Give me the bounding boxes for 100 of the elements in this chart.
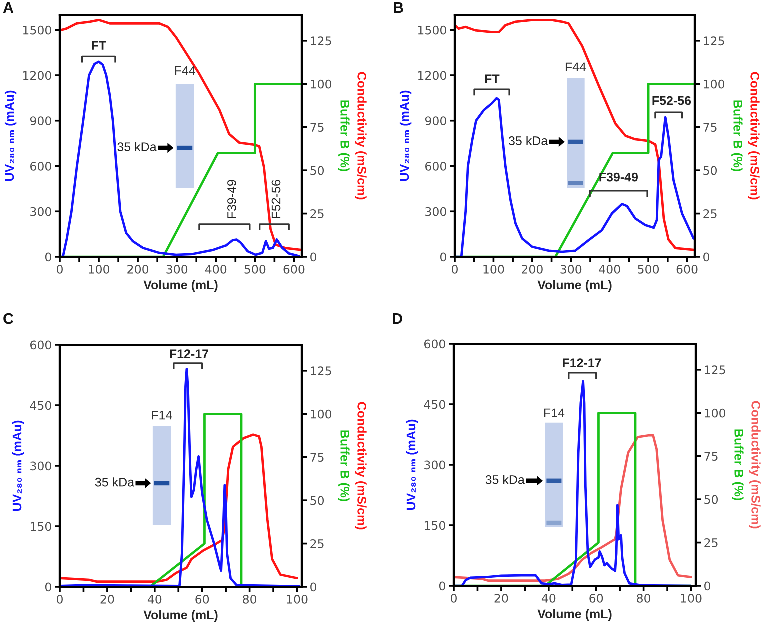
y2-axis-title: Conductivity (mS/cm) Buffer B (%) <box>732 401 761 529</box>
y-tick-label: 300 <box>426 207 446 216</box>
x-tick-label: 40 <box>542 594 556 603</box>
y-axis-title: UV₂₈₀ ₙₘ (mAu) <box>406 420 418 510</box>
x-tick-label: 200 <box>128 264 149 274</box>
annotation: F39-49 <box>600 172 638 182</box>
x-tick-label: 400 <box>599 264 620 274</box>
y-tick-label: 900 <box>30 116 52 126</box>
y-axis-title: UV₂₈₀ ₙₘ (mAu) <box>400 90 412 181</box>
y-tick-label: 600 <box>424 340 446 349</box>
y2-tick-label: 125 <box>311 36 332 46</box>
y-tick-label: 0 <box>45 252 52 262</box>
y2-tick-label: 0 <box>310 252 317 262</box>
annotation: F39-49 <box>228 180 236 218</box>
annotation: FT <box>485 74 500 84</box>
x-tick-label: 500 <box>244 264 266 274</box>
y2-tick-label: 25 <box>704 210 717 218</box>
chart-title: C <box>4 313 14 324</box>
x-tick-label: 100 <box>89 264 110 274</box>
annotation: FT <box>92 41 106 50</box>
chart-title: D <box>393 314 402 324</box>
y-tick-label: 300 <box>30 462 52 471</box>
x-tick-label: 20 <box>100 594 114 604</box>
chart-title: B <box>394 2 404 14</box>
annotation: F44 <box>175 66 196 76</box>
x-tick-label: 600 <box>676 264 698 274</box>
y-tick-label: 300 <box>424 460 446 470</box>
y-tick-label: 450 <box>424 400 446 410</box>
annotation: F52-56 <box>652 96 692 106</box>
line-series <box>455 19 695 252</box>
y-tick-label: 0 <box>439 582 446 591</box>
x-tick-label: 80 <box>637 594 651 603</box>
y-tick-label: 600 <box>30 340 52 350</box>
x-tick-label: 300 <box>166 264 188 274</box>
annotation: F14 <box>152 411 172 420</box>
line-series <box>454 434 692 582</box>
x-tick-label: 0 <box>451 594 457 603</box>
annotation: F14 <box>544 408 565 418</box>
annotation: F44 <box>566 62 586 72</box>
y-tick-label: 600 <box>426 162 446 171</box>
x-tick-label: 600 <box>284 264 305 274</box>
y-tick-label: 150 <box>424 521 446 530</box>
chart-title: A <box>3 2 14 14</box>
y2-tick-label: 0 <box>704 582 711 591</box>
y-tick-label: 1500 <box>418 26 446 35</box>
annotation: F12-17 <box>170 350 208 358</box>
x-tick-label: 40 <box>148 594 162 604</box>
y2-tick-label: 100 <box>311 410 332 419</box>
y-tick-label: 0 <box>45 582 52 592</box>
line-series <box>60 19 302 252</box>
y-tick-label: 300 <box>30 207 52 216</box>
y2-axis-title: Conductivity (mS/cm) Buffer B (%) <box>338 72 367 200</box>
x-axis-title: Volume (mL) <box>538 609 612 622</box>
y2-tick-label: 50 <box>704 166 718 176</box>
y2-axis-title: Conductivity (mS/cm) Buffer B (%) <box>731 72 760 200</box>
y2-tick-label: 75 <box>704 123 717 132</box>
x-tick-label: 80 <box>243 594 257 604</box>
x-axis-title: Volume (mL) <box>144 610 218 622</box>
x-tick-label: 100 <box>287 594 308 604</box>
annotation: F12-17 <box>563 358 602 368</box>
y2-tick-label: 100 <box>705 408 726 418</box>
y2-tick-label: 50 <box>310 496 324 506</box>
y-tick-label: 450 <box>30 401 52 410</box>
line-series <box>60 368 301 587</box>
annotation: 35 kDa <box>95 478 135 487</box>
x-tick-label: 60 <box>590 594 604 603</box>
y-tick-label: 600 <box>30 162 52 171</box>
y2-tick-label: 25 <box>310 210 324 218</box>
y2-tick-label: 75 <box>310 123 324 132</box>
x-axis-title: Volume (mL) <box>538 280 612 292</box>
y2-tick-label: 50 <box>310 166 324 176</box>
y2-tick-label: 125 <box>705 366 726 375</box>
annotation: 35 kDa <box>508 136 548 146</box>
x-tick-label: 60 <box>196 594 210 604</box>
annotation: F52-56 <box>272 180 281 218</box>
annotation: 35 kDa <box>486 475 525 484</box>
y2-tick-label: 75 <box>310 453 324 462</box>
y-tick-label: 1200 <box>23 71 52 80</box>
y2-tick-label: 25 <box>310 540 324 548</box>
y2-tick-label: 25 <box>704 538 718 548</box>
x-tick-label: 0 <box>452 264 458 274</box>
y-tick-label: 1500 <box>23 26 52 35</box>
y2-axis-title: Conductivity (mS/cm) Buffer B (%) <box>338 402 367 530</box>
x-tick-label: 100 <box>681 594 702 603</box>
y2-tick-label: 0 <box>704 252 710 262</box>
y2-tick-label: 125 <box>311 366 332 376</box>
annotation: 35 kDa <box>118 142 157 152</box>
y2-tick-label: 125 <box>704 36 724 46</box>
y2-tick-label: 0 <box>310 582 317 592</box>
x-axis-title: Volume (mL) <box>144 280 218 292</box>
y2-tick-label: 100 <box>311 80 332 89</box>
x-tick-label: 20 <box>494 594 508 603</box>
y-axis-title: UV₂₈₀ ₙₘ (mAu) <box>4 90 17 181</box>
y-tick-label: 150 <box>30 522 52 532</box>
y-tick-label: 1200 <box>418 71 446 80</box>
x-tick-label: 300 <box>560 264 582 274</box>
y-tick-label: 0 <box>440 252 446 262</box>
y2-tick-label: 75 <box>704 452 718 462</box>
x-tick-label: 500 <box>638 264 660 274</box>
y2-tick-label: 50 <box>704 495 718 504</box>
